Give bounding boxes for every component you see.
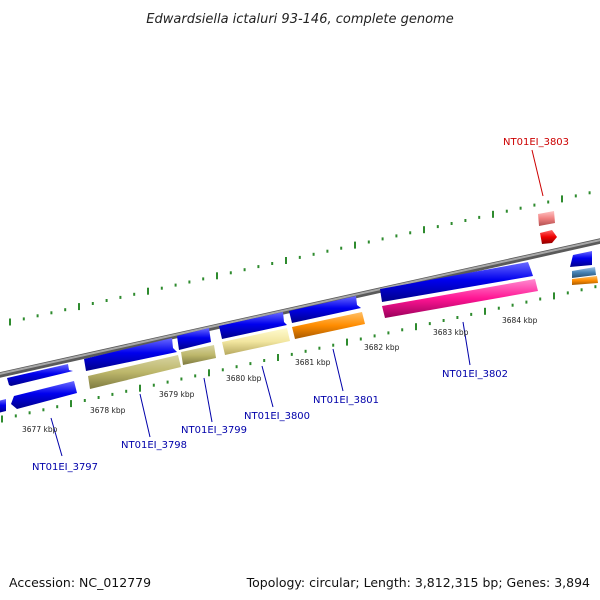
gene-lower-5[interactable] <box>292 312 365 339</box>
gene-lower-4[interactable] <box>222 328 290 355</box>
scale-label: 3679 kbp <box>159 390 195 399</box>
gene-lower-3[interactable] <box>181 345 216 365</box>
gene-upper-2[interactable] <box>84 338 177 371</box>
scale-label: 3683 kbp <box>433 328 469 337</box>
leader-3802 <box>462 321 471 366</box>
leader-3801 <box>332 348 344 392</box>
scale-label: 3682 kbp <box>364 343 400 352</box>
gene-leader-lines <box>50 149 544 457</box>
scale-labels: 3677 kbp 3678 kbp 3679 kbp 3680 kbp 3681… <box>22 316 538 434</box>
upper-scale-ticks <box>9 191 591 326</box>
gene-lower-7b[interactable] <box>572 276 598 285</box>
leader-3798 <box>139 393 151 438</box>
lower-strand-genes <box>0 267 598 413</box>
gene-label-nt01ei-3801[interactable]: NT01EI_3801 <box>313 395 379 406</box>
scale-label: 3680 kbp <box>226 374 262 383</box>
accession-text: Accession: NC_012779 <box>9 575 151 590</box>
scale-label: 3677 kbp <box>22 425 58 434</box>
lower-scale-ticks <box>1 285 597 423</box>
genome-backbone <box>0 238 600 378</box>
gene-label-nt01ei-3803[interactable]: NT01EI_3803 <box>503 137 569 148</box>
gene-lower-6[interactable] <box>382 279 538 318</box>
gene-lower-2[interactable] <box>88 355 181 389</box>
gene-upper-4[interactable] <box>219 312 287 339</box>
gene-label-nt01ei-3797[interactable]: NT01EI_3797 <box>32 462 98 473</box>
upper-strand-genes <box>7 211 592 386</box>
gene-label-nt01ei-3800[interactable]: NT01EI_3800 <box>244 411 310 422</box>
leader-3799 <box>203 377 213 423</box>
scale-label: 3684 kbp <box>502 316 538 325</box>
gene-lower-7a[interactable] <box>572 267 596 278</box>
leader-3803 <box>531 149 544 197</box>
gene-label-nt01ei-3799[interactable]: NT01EI_3799 <box>181 425 247 436</box>
gene-upper-6[interactable] <box>380 262 533 302</box>
gene-upper-1[interactable] <box>7 364 73 386</box>
scale-label: 3678 kbp <box>90 406 126 415</box>
gene-upper-3[interactable] <box>177 328 211 350</box>
gene-lower-1[interactable] <box>11 381 77 409</box>
gene-upper-salmon[interactable] <box>538 211 555 226</box>
gene-lower-0[interactable] <box>0 399 6 413</box>
gene-labels: NT01EI_3797 NT01EI_3798 NT01EI_3799 NT01… <box>32 137 569 473</box>
gene-upper-7[interactable] <box>570 251 592 267</box>
leader-3800 <box>261 365 274 408</box>
gene-upper-red[interactable] <box>540 230 557 244</box>
leader-3797 <box>50 417 63 457</box>
topology-summary: Topology: circular; Length: 3,812,315 bp… <box>246 575 590 590</box>
scale-label: 3681 kbp <box>295 358 331 367</box>
map-title: Edwardsiella ictaluri 93-146, complete g… <box>146 12 453 27</box>
gene-label-nt01ei-3802[interactable]: NT01EI_3802 <box>442 369 508 380</box>
gene-upper-5[interactable] <box>289 296 361 323</box>
gene-label-nt01ei-3798[interactable]: NT01EI_3798 <box>121 440 187 451</box>
